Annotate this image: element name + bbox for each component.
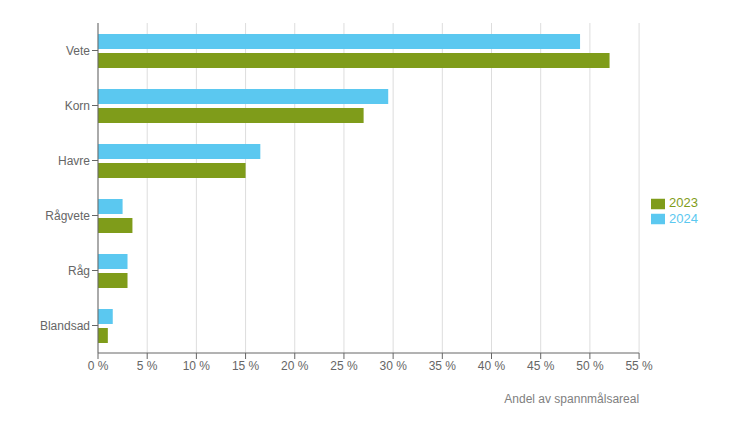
svg-text:20 %: 20 % — [281, 359, 309, 373]
svg-text:Korn: Korn — [65, 99, 90, 113]
html-text:2024: 2024 — [669, 210, 698, 226]
svg-text:Blandsad: Blandsad — [40, 319, 90, 333]
svg-text:35 %: 35 % — [429, 359, 457, 373]
svg-text:5 %: 5 % — [137, 359, 158, 373]
html-text:2023: 2023 — [669, 194, 698, 210]
svg-text:15 %: 15 % — [232, 359, 260, 373]
svg-text:Vete: Vete — [66, 44, 90, 58]
svg-text:10 %: 10 % — [183, 359, 211, 373]
svg-text:Andel av spannmålsareal: Andel av spannmålsareal — [504, 392, 639, 406]
svg-text:50 %: 50 % — [576, 359, 604, 373]
svg-text:25 %: 25 % — [330, 359, 358, 373]
svg-text:40 %: 40 % — [478, 359, 506, 373]
svg-text:Rågvete: Rågvete — [45, 209, 90, 223]
svg-text:0 %: 0 % — [88, 359, 109, 373]
svg-text:30 %: 30 % — [379, 359, 407, 373]
svg-text:45 %: 45 % — [527, 359, 555, 373]
svg-text:Havre: Havre — [58, 154, 90, 168]
svg-text:55 %: 55 % — [625, 359, 653, 373]
svg-text:Råg: Råg — [68, 264, 90, 278]
